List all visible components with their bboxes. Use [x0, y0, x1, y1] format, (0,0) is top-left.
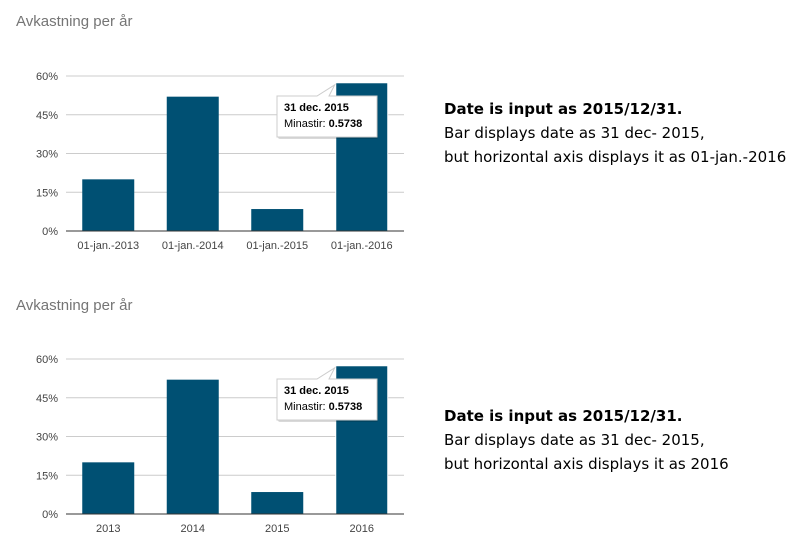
y-tick-label: 45% [36, 110, 58, 122]
y-tick-label: 0% [42, 509, 58, 521]
tooltip-title: 31 dec. 2015 [284, 385, 349, 397]
bar-chart: 0% 15% 30% 45% 60% 2013 2014 2015 2016 31 dec. 20… [36, 354, 404, 535]
tooltip: 31 dec. 2015 Minastir: 0.5738 [276, 83, 378, 139]
tooltip: 31 dec. 2015 Minastir: 0.5738 [276, 366, 378, 422]
bar[interactable] [166, 96, 219, 232]
x-tick-label: 2016 [350, 523, 374, 535]
annotation-note: Date is input as 2015/12/31. Bar display… [444, 97, 786, 169]
bar-chart: 0% 15% 30% 45% 60% 01-jan.-2013 01-jan.-2014 01… [36, 71, 404, 252]
note-line: but horizontal axis displays it as 2016 [444, 455, 729, 473]
bar[interactable] [82, 462, 135, 514]
bar[interactable] [251, 209, 304, 231]
note-heading: Date is input as 2015/12/31. [444, 100, 683, 118]
y-tick-label: 45% [36, 393, 58, 405]
bar[interactable] [82, 179, 135, 231]
y-tick-label: 30% [36, 149, 58, 161]
y-tick-label: 60% [36, 71, 58, 83]
y-tick-label: 15% [36, 470, 58, 482]
bar[interactable] [251, 492, 304, 514]
y-tick-label: 30% [36, 432, 58, 444]
note-line: but horizontal axis displays it as 01-ja… [444, 148, 787, 166]
y-tick-label: 15% [36, 187, 58, 199]
tooltip-series: Minastir: 0.5738 [284, 118, 362, 130]
chart-title: Avkastning per år [16, 297, 133, 314]
x-tick-label: 01-jan.-2016 [331, 240, 393, 252]
tooltip-series: Minastir: 0.5738 [284, 401, 362, 413]
note-line: Bar displays date as 31 dec- 2015, [444, 124, 705, 142]
x-tick-label: 2015 [265, 523, 289, 535]
tooltip-title: 31 dec. 2015 [284, 102, 349, 114]
note-heading: Date is input as 2015/12/31. [444, 407, 683, 425]
note-line: Bar displays date as 31 dec- 2015, [444, 431, 705, 449]
x-tick-label: 01-jan.-2013 [77, 240, 139, 252]
y-tick-label: 60% [36, 354, 58, 366]
y-tick-label: 0% [42, 226, 58, 238]
bar[interactable] [166, 379, 219, 514]
x-tick-label: 2013 [96, 523, 120, 535]
x-tick-label: 01-jan.-2014 [162, 240, 224, 252]
chart-title: Avkastning per år [16, 13, 133, 30]
x-tick-label: 2014 [181, 523, 205, 535]
annotation-note: Date is input as 2015/12/31. Bar display… [444, 404, 729, 476]
x-tick-label: 01-jan.-2015 [246, 240, 308, 252]
